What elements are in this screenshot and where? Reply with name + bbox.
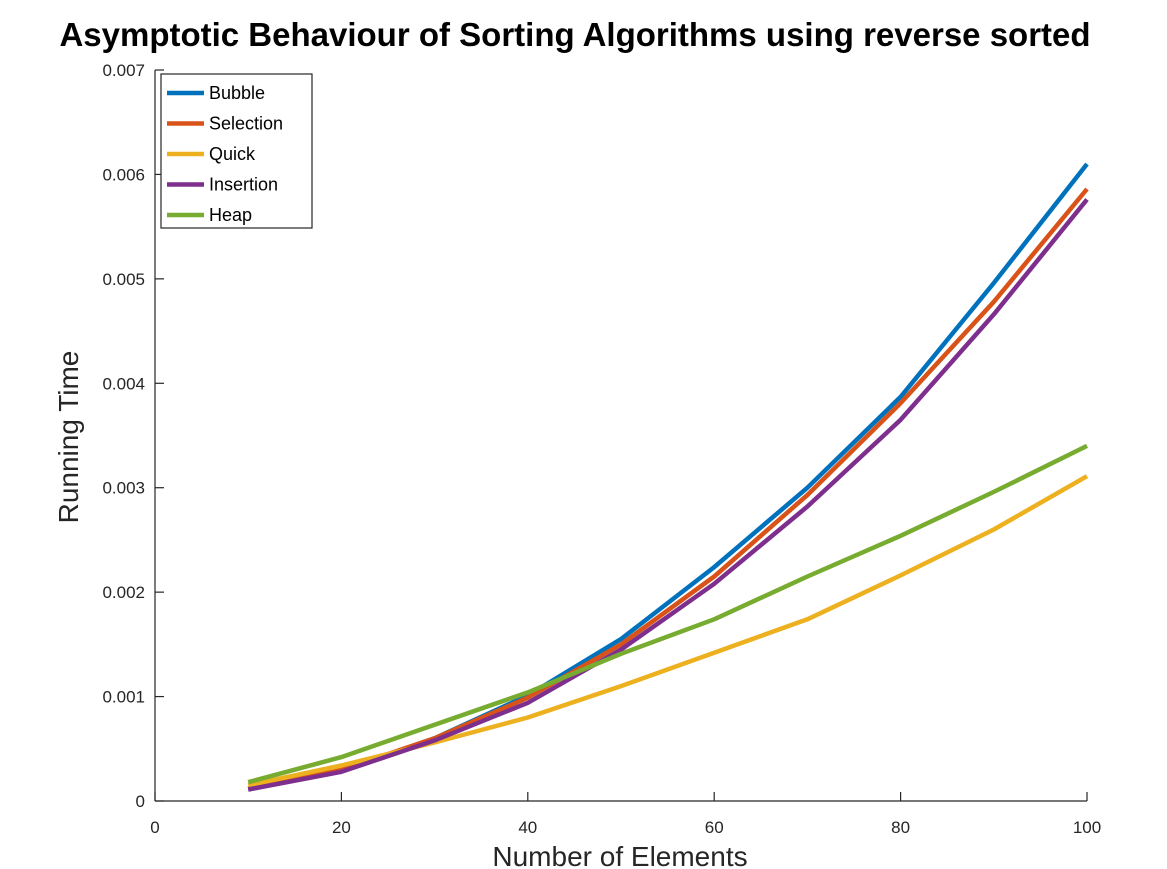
x-axis-label: Number of Elements [492,841,747,869]
series-line-selection [247,187,1089,791]
x-tick-label: 80 [891,818,910,837]
legend-label-heap: Heap [209,205,252,225]
y-tick-label: 0.005 [102,270,145,289]
x-axis-ticks: 0 20 40 60 80 100 [150,792,1101,837]
y-axis-label: Running Time [53,351,84,524]
y-axis-ticks: 0 0.001 0.002 0.003 0.004 0.005 0.006 0.007 [102,61,164,811]
series-line-bubble [247,162,1089,792]
series-line-insertion [247,198,1089,792]
legend-label-insertion: Insertion [209,175,278,195]
legend-label-quick: Quick [209,144,256,164]
y-tick-label: 0.004 [102,374,145,393]
x-tick-label: 20 [332,818,351,837]
legend-label-selection: Selection [209,114,283,134]
legend-box [160,73,313,229]
plot-axes [154,70,1087,802]
series-line-heap [247,443,1088,785]
x-tick-label: 40 [518,818,537,837]
y-tick-label: 0 [136,792,145,811]
series-line-quick [247,474,1089,788]
y-tick-label: 0.003 [102,479,145,498]
series-lines [247,162,1089,792]
y-tick-label: 0.007 [102,61,145,80]
y-tick-label: 0.006 [102,165,145,184]
legend-label-bubble: Bubble [209,83,265,103]
x-tick-label: 60 [705,818,724,837]
y-tick-label: 0.001 [102,688,145,707]
x-tick-label: 0 [150,818,159,837]
legend: Bubble Selection Quick Insertion Heap [160,73,313,229]
x-tick-label: 100 [1073,818,1101,837]
y-tick-label: 0.002 [102,583,145,602]
chart-title: Asymptotic Behaviour of Sorting Algorith… [59,16,1090,53]
